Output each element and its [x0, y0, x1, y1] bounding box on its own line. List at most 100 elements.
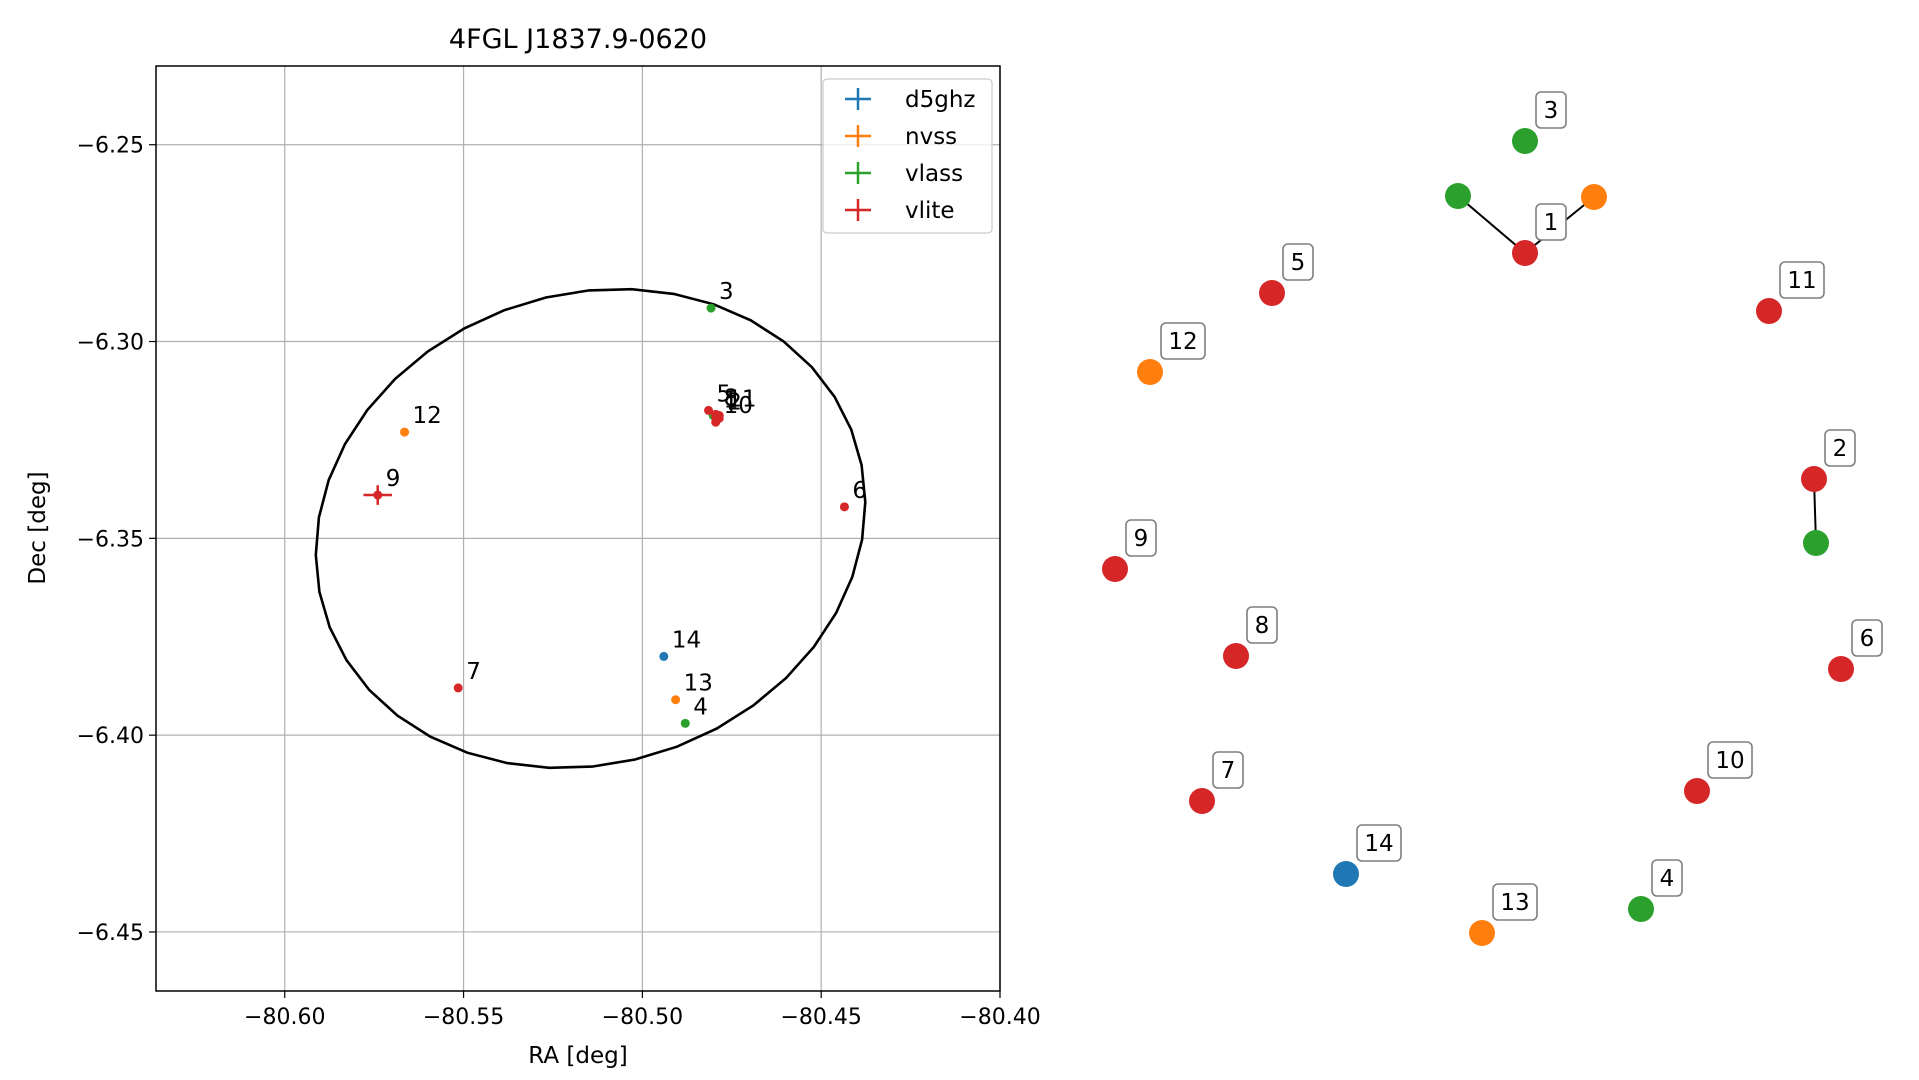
node-label-box	[1651, 859, 1683, 897]
legend: d5ghz nvss vlass vlite	[822, 78, 993, 234]
graph-node-vlite: 6	[1828, 619, 1883, 682]
point-marker	[373, 490, 383, 500]
x-tick-label: −80.55	[423, 1005, 504, 1030]
data-point-vlite	[714, 411, 724, 421]
legend-label: vlite	[905, 198, 955, 224]
node-label: 11	[1787, 268, 1816, 294]
y-tick-label: −6.30	[77, 331, 144, 356]
node-label-box	[1535, 203, 1567, 241]
node-label: 1	[1544, 210, 1559, 236]
node-label: 10	[1715, 748, 1744, 774]
data-point-vlite	[711, 417, 721, 427]
legend-item-nvss: nvss	[845, 124, 957, 150]
node-label: 8	[1255, 613, 1270, 639]
node-marker	[1581, 184, 1607, 210]
node-marker	[1259, 280, 1285, 306]
point-label: 1	[724, 387, 739, 413]
y-tick-label: −6.45	[77, 921, 144, 946]
x-tick-label: −80.40	[959, 1005, 1040, 1030]
y-tick-label: −6.40	[77, 724, 144, 749]
ellipse-outline	[314, 287, 867, 770]
point-label: 10	[724, 393, 753, 419]
point-label: 2	[727, 389, 742, 415]
data-point-vlite	[704, 405, 714, 415]
data-point-vlite	[453, 683, 463, 693]
graph-node-vlite: 2	[1801, 429, 1856, 492]
graph-node-vlite: 11	[1756, 261, 1825, 324]
chart-title: 4FGL J1837.9-0620	[449, 24, 707, 55]
node-label-box	[1356, 824, 1402, 862]
node-marker	[1512, 128, 1538, 154]
node-label: 6	[1860, 626, 1875, 652]
node-label-box	[1824, 429, 1856, 467]
node-marker	[1801, 466, 1827, 492]
data-point-nvss	[400, 427, 410, 437]
node-label-box	[1282, 243, 1314, 281]
legend-label: vlass	[905, 161, 963, 187]
point-label: 7	[466, 659, 481, 685]
x-tick-label: −80.60	[244, 1005, 325, 1030]
legend-label: nvss	[905, 124, 957, 150]
y-axis-title: Dec [deg]	[25, 471, 51, 584]
node-marker	[1756, 298, 1782, 324]
graph-node-nvss	[1581, 184, 1607, 210]
point-label: 6	[852, 478, 867, 504]
node-marker	[1137, 359, 1163, 385]
node-label: 14	[1364, 831, 1393, 857]
node-label: 5	[1291, 250, 1306, 276]
node-marker	[1445, 183, 1471, 209]
graph-edge	[1457, 195, 1526, 254]
graph-node-d5ghz: 14	[1333, 824, 1402, 887]
legend-item-vlite: vlite	[845, 198, 955, 224]
node-label-box	[1125, 519, 1157, 557]
graph-node-vlass	[1803, 530, 1829, 556]
node-marker	[1189, 788, 1215, 814]
node-marker	[1684, 778, 1710, 804]
data-point-vlite	[839, 502, 849, 512]
data-points	[363, 303, 849, 728]
x-axis-title: RA [deg]	[528, 1043, 627, 1069]
node-label-box	[1212, 751, 1244, 789]
x-tick-label: −80.45	[780, 1005, 861, 1030]
node-marker	[1333, 861, 1359, 887]
node-marker	[1469, 920, 1495, 946]
data-point-vlass	[706, 303, 716, 313]
legend-item-d5ghz: d5ghz	[845, 87, 975, 113]
point-label: 12	[413, 403, 442, 429]
legend-box	[822, 78, 993, 234]
plot-frame	[155, 65, 1001, 992]
point-marker	[704, 405, 714, 415]
graph-node-vlass	[1445, 183, 1471, 209]
point-marker	[711, 417, 721, 427]
point-marker	[714, 411, 724, 421]
y-axis-ticks: −6.25 −6.30 −6.35 −6.40 −6.45	[77, 134, 156, 946]
node-label-box	[1851, 619, 1883, 657]
node-label: 12	[1168, 329, 1197, 355]
node-marker	[1803, 530, 1829, 556]
node-marker	[1828, 656, 1854, 682]
data-point-nvss	[671, 695, 681, 705]
node-marker	[1102, 556, 1128, 582]
graph-node-nvss: 12	[1137, 322, 1206, 385]
point-label: 13	[684, 671, 713, 697]
graph-node-vlite: 10	[1684, 741, 1753, 804]
point-marker	[453, 683, 463, 693]
node-label: 4	[1660, 866, 1675, 892]
graph-node-vlite: 7	[1189, 751, 1244, 814]
point-marker	[659, 651, 669, 661]
y-tick-label: −6.35	[77, 527, 144, 552]
graph-node-vlite: 1	[1512, 203, 1567, 266]
node-label: 9	[1134, 526, 1149, 552]
graph-node-vlite: 8	[1223, 606, 1278, 669]
data-point-vlite	[363, 485, 393, 505]
node-label-box	[1160, 322, 1206, 360]
x-axis-ticks: −80.60 −80.55 −80.50 −80.45 −80.40	[244, 991, 1041, 1030]
node-label: 3	[1544, 98, 1559, 124]
point-label: 3	[719, 279, 734, 305]
x-tick-label: −80.50	[602, 1005, 683, 1030]
node-marker	[1628, 896, 1654, 922]
localization-ellipse	[314, 287, 867, 770]
